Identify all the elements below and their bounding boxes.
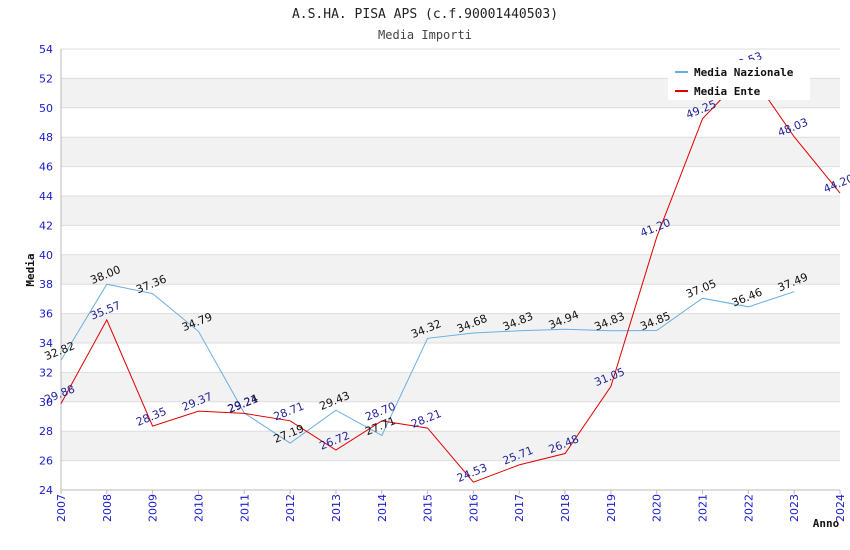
y-tick-label: 32 [39,366,53,379]
series-line-media-nazionale [60,283,795,444]
chart-subtitle: Media Importi [378,28,472,42]
y-tick-label: 46 [39,161,53,174]
y-tick-label: 50 [39,102,53,115]
grid-band [61,313,840,343]
legend-box [668,60,810,100]
y-tick-label: 44 [39,190,53,203]
data-label: 28.21 [409,407,443,431]
y-tick-label: 40 [39,249,53,262]
x-tick-label: 2007 [55,494,68,522]
y-tick-label: 36 [39,308,53,321]
y-tick-label: 24 [39,484,53,497]
grid-band [61,196,840,226]
y-tick-label: 34 [39,337,53,350]
grid-band [61,137,840,167]
legend: Media Nazionale Media Ente [668,60,810,100]
y-axis-label: Media [24,253,37,286]
data-label: 48.03 [776,116,810,140]
y-tick-label: 54 [39,43,53,56]
y-tick-label: 30 [39,396,53,409]
data-label: 28.71 [272,400,306,424]
data-label: 36.46 [730,286,764,310]
y-tick-label: 38 [39,278,53,291]
data-label: 28.35 [134,405,168,429]
y-tick-label: 28 [39,425,53,438]
x-tick-label: 2019 [605,494,618,522]
y-tick-label: 52 [39,72,53,85]
gridlines [61,48,840,491]
series-lines [60,69,841,483]
x-tick-label: 2020 [651,494,664,522]
x-tick-label: 2008 [101,494,114,522]
x-tick-label: 2013 [330,494,343,522]
x-tick-label: 2014 [376,494,389,522]
x-tick-label: 2023 [788,494,801,522]
x-tick-label: 2021 [697,494,710,522]
legend-label: Media Ente [694,85,761,98]
x-tick-label: 2018 [559,494,572,522]
x-tick-label: 2024 [834,494,847,522]
data-label: 29.88 [43,382,77,406]
y-tick-label: 26 [39,455,53,468]
y-tick-labels: 24 26 28 30 32 34 36 38 40 42 44 46 48 50 52 54 [39,43,53,497]
plot-background-bands [61,78,840,461]
series-line-media-ente [60,69,841,483]
grid-band [61,372,840,402]
y-tick-label: 42 [39,219,53,232]
x-tick-labels: 2007 2008 2009 2010 2011 2012 2013 2014 2015 2016… [55,490,847,522]
x-tick-label: 2010 [192,494,205,522]
grid-band [61,431,840,461]
x-axis-label: Anno [813,517,840,530]
chart-title: A.S.HA. PISA APS (c.f.90001440503) [292,7,558,22]
x-tick-label: 2009 [147,494,160,522]
y-tick-label: 48 [39,131,53,144]
x-tick-label: 2015 [422,494,435,522]
x-tick-label: 2012 [284,494,297,522]
x-tick-label: 2011 [238,494,251,522]
grid-band [61,254,840,285]
legend-label: Media Nazionale [694,66,794,79]
axes [60,49,840,491]
x-tick-label: 2022 [742,494,755,522]
x-tick-label: 2017 [513,494,526,522]
x-tick-label: 2016 [467,494,480,522]
